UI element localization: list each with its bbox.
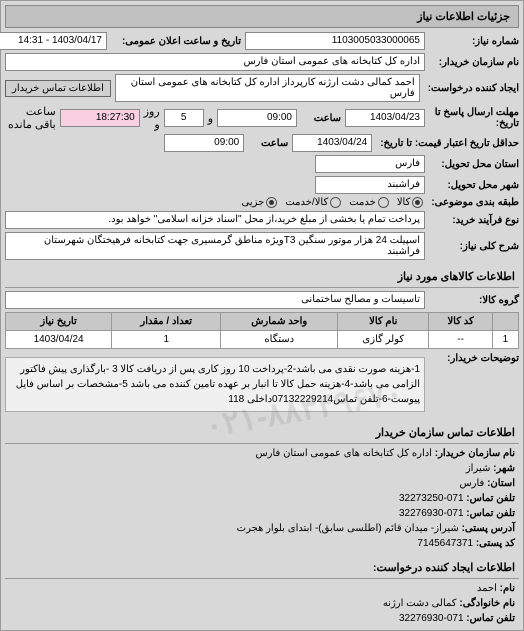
- radio-item-minor[interactable]: جزیی: [241, 197, 277, 208]
- field-validity-time: 09:00: [164, 134, 244, 152]
- label-goods-group: گروه کالا:: [429, 295, 519, 306]
- field-deadline-date: 1403/04/23: [345, 109, 425, 127]
- goods-table: کد کالا نام کالا واحد شمارش تعداد / مقدا…: [5, 312, 519, 349]
- radio-service: [378, 197, 389, 208]
- field-validity-date: 1403/04/24: [292, 134, 372, 152]
- field-days: 5: [164, 109, 204, 127]
- field-process-type: پرداخت تمام یا بخشی از مبلغ خرید،از محل …: [5, 211, 425, 229]
- td-code: --: [429, 331, 492, 349]
- contact-fax: تلفن تماس: 071-32276930: [5, 506, 519, 521]
- row-creator: ایجاد کننده درخواست: احمد کمالی دشت ارژن…: [5, 74, 519, 102]
- contact-addr: آدرس پستی: شیراز- میدان قائم (اطلسی سابق…: [5, 521, 519, 536]
- contact-province: استان: فارس: [5, 476, 519, 491]
- field-province: فارس: [315, 155, 425, 173]
- label-price-validity: حداقل تاریخ اعتبار قیمت: تا تاریخ:: [376, 138, 519, 149]
- row-need-number: شماره نیاز: 1103005033000065 تاریخ و ساع…: [5, 32, 519, 50]
- th-code: کد کالا: [429, 313, 492, 331]
- label-days-and: روز و: [144, 105, 160, 131]
- field-announce-date: 1403/04/17 - 14:31: [0, 32, 107, 50]
- radio-item-both[interactable]: کالا/خدمت: [285, 197, 341, 208]
- contact-city: شهر: شیراز: [5, 461, 519, 476]
- th-qty: تعداد / مقدار: [112, 313, 221, 331]
- radio-item-goods[interactable]: کالا: [397, 197, 424, 208]
- radio-item-service[interactable]: خدمت: [349, 197, 389, 208]
- label-validity-time: ساعت: [248, 138, 288, 149]
- creator-tel: تلفن تماس: 071-32276930: [5, 611, 519, 626]
- label-and: و: [208, 112, 213, 125]
- label-city: شهر محل تحویل:: [429, 180, 519, 191]
- th-index: [492, 313, 518, 331]
- td-index: 1: [492, 331, 518, 349]
- row-price-validity: حداقل تاریخ اعتبار قیمت: تا تاریخ: 1403/…: [5, 134, 519, 152]
- label-deadline: مهلت ارسال پاسخ تا تاریخ:: [429, 107, 519, 129]
- contact-post: کد پستی: 7145647371: [5, 536, 519, 551]
- label-creator: ایجاد کننده درخواست:: [424, 83, 519, 94]
- creator-family: نام خانوادگی: کمالی دشت ارژنه: [5, 596, 519, 611]
- field-goods-group: تاسیسات و مصالح ساختمانی: [5, 291, 425, 309]
- header-title: جزئیات اطلاعات نیاز: [5, 5, 519, 28]
- field-city: فراشبند: [315, 176, 425, 194]
- form-container: جزئیات اطلاعات نیاز شماره نیاز: 11030050…: [0, 0, 524, 631]
- row-city: شهر محل تحویل: فراشبند: [5, 176, 519, 194]
- field-buyer-org: اداره کل کتابخانه های عمومی استان فارس: [5, 53, 425, 71]
- label-buyer-notes: توضیحات خریدار:: [429, 353, 519, 364]
- td-unit: دستگاه: [221, 331, 338, 349]
- label-need-desc: شرح کلی نیاز:: [429, 241, 519, 252]
- row-buyer-org: نام سازمان خریدار: اداره کل کتابخانه های…: [5, 53, 519, 71]
- btn-buyer-contact[interactable]: اطلاعات تماس خریدار: [5, 80, 111, 97]
- table-header-row: کد کالا نام کالا واحد شمارش تعداد / مقدا…: [6, 313, 519, 331]
- contact-org: نام سازمان خریدار: اداره کل کتابخانه های…: [5, 446, 519, 461]
- row-need-desc: شرح کلی نیاز: اسپیلت 24 هزار موتور سنگین…: [5, 232, 519, 260]
- field-creator: احمد کمالی دشت ارژنه کارپرداز اداره کل ک…: [115, 74, 420, 102]
- label-deadline-time: ساعت: [301, 113, 341, 124]
- creator-name: نام: احمد: [5, 581, 519, 596]
- label-category: طبقه بندی موضوعی:: [427, 197, 519, 208]
- field-remaining: 18:27:30: [60, 109, 140, 127]
- label-province: استان محل تحویل:: [429, 159, 519, 170]
- td-date: 1403/04/24: [6, 331, 112, 349]
- contact-tel: تلفن تماس: 071-32273250: [5, 491, 519, 506]
- th-unit: واحد شمارش: [221, 313, 338, 331]
- row-category: طبقه بندی موضوعی: کالا خدمت کالا/خدمت جز…: [5, 197, 519, 208]
- row-buyer-notes: توضیحات خریدار: 1-هزینه صورت نقدی می باش…: [5, 353, 519, 416]
- th-date: تاریخ نیاز: [6, 313, 112, 331]
- th-name: نام کالا: [338, 313, 429, 331]
- label-announce-date: تاریخ و ساعت اعلان عمومی:: [111, 36, 241, 47]
- row-process-type: نوع فرآیند خرید: پرداخت تمام یا بخشی از …: [5, 211, 519, 229]
- field-buyer-notes: 1-هزینه صورت نقدی می باشد-2-پرداخت 10 رو…: [5, 357, 425, 412]
- row-province: استان محل تحویل: فارس: [5, 155, 519, 173]
- td-name: کولر گازی: [338, 331, 429, 349]
- label-need-number: شماره نیاز:: [429, 36, 519, 47]
- field-need-desc: اسپیلت 24 هزار موتور سنگین T3ویژه مناطق …: [5, 232, 425, 260]
- label-buyer-org: نام سازمان خریدار:: [429, 57, 519, 68]
- td-qty: 1: [112, 331, 221, 349]
- radio-minor: [266, 197, 277, 208]
- radio-goods: [412, 197, 423, 208]
- field-need-number: 1103005033000065: [245, 32, 425, 50]
- section-contact: اطلاعات تماس سازمان خریدار: [5, 422, 519, 444]
- radio-group-category: کالا خدمت کالا/خدمت جزیی: [241, 197, 423, 208]
- label-process-type: نوع فرآیند خرید:: [429, 215, 519, 226]
- row-goods-group: گروه کالا: تاسیسات و مصالح ساختمانی: [5, 291, 519, 309]
- label-remaining-end: ساعت باقی مانده: [5, 105, 56, 131]
- radio-both: [330, 197, 341, 208]
- section-goods-info: اطلاعات کالاهای مورد نیاز: [5, 266, 519, 288]
- table-row: 1 -- کولر گازی دستگاه 1 1403/04/24: [6, 331, 519, 349]
- row-deadline: مهلت ارسال پاسخ تا تاریخ: 1403/04/23 ساع…: [5, 105, 519, 131]
- field-deadline-time: 09:00: [217, 109, 297, 127]
